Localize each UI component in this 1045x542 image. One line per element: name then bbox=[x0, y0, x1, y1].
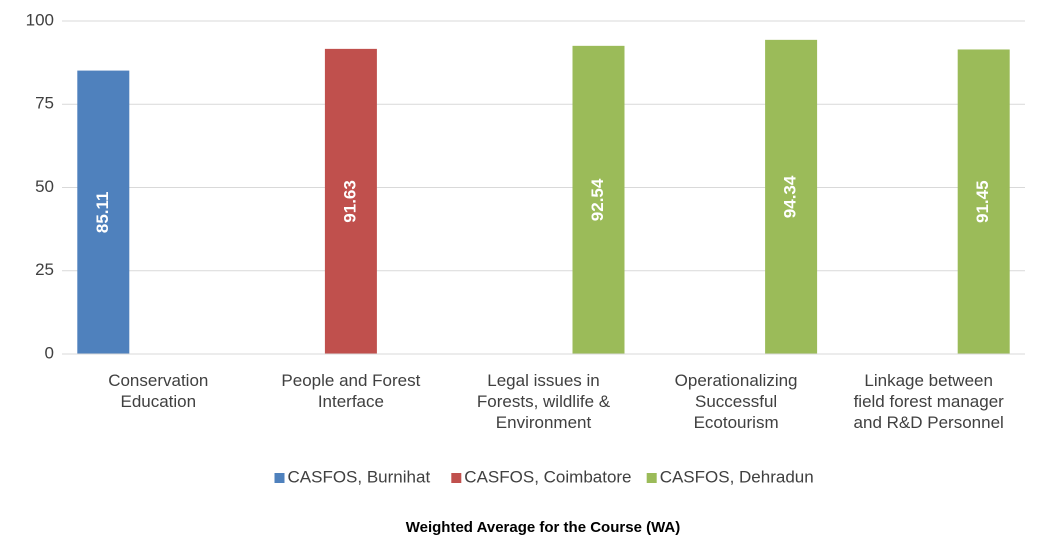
y-tick-label: 50 bbox=[35, 177, 54, 196]
x-axis-title: Weighted Average for the Course (WA) bbox=[406, 519, 680, 536]
x-tick-label: People and Forest Interface bbox=[281, 371, 421, 411]
data-label: 91.45 bbox=[973, 180, 992, 223]
legend-swatch bbox=[274, 473, 285, 483]
bar bbox=[957, 49, 1010, 355]
bar bbox=[765, 39, 818, 354]
y-tick-label: 25 bbox=[35, 260, 54, 279]
x-tick-label: Legal issues in Forests, wildlife & Envi… bbox=[476, 371, 611, 432]
legend-label: CASFOS, Coimbatore bbox=[464, 467, 631, 486]
x-tick-label: Operationalizing Successful Ecotourism bbox=[674, 371, 798, 432]
legend-label: CASFOS, Dehradun bbox=[660, 467, 814, 486]
legend-label: CASFOS, Burnihat bbox=[288, 467, 431, 486]
y-tick-label: 0 bbox=[45, 343, 54, 362]
bar bbox=[324, 48, 377, 354]
data-label: 85.11 bbox=[93, 191, 112, 233]
y-tick-label: 100 bbox=[26, 10, 54, 29]
data-label: 92.54 bbox=[588, 178, 607, 221]
bar bbox=[572, 45, 625, 355]
y-tick-label: 75 bbox=[35, 94, 54, 113]
legend-swatch bbox=[646, 473, 657, 483]
data-label: 91.63 bbox=[340, 180, 359, 223]
x-tick-label: Linkage between field forest manager and… bbox=[853, 371, 1004, 432]
x-tick-label: Conservation Education bbox=[108, 371, 209, 411]
bar bbox=[77, 70, 130, 354]
data-label: 94.34 bbox=[781, 175, 800, 218]
legend-swatch bbox=[451, 473, 462, 483]
